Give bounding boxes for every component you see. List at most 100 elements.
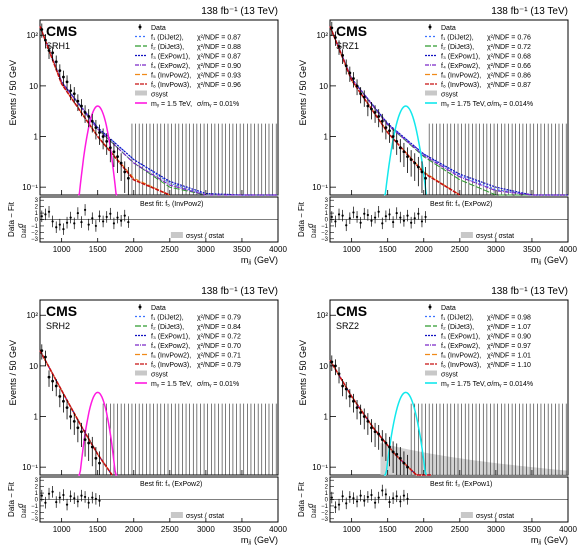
cms-label: CMS: [336, 23, 367, 39]
lumi-label: 138 fb⁻¹ (13 TeV): [491, 286, 568, 297]
ratio-tick-label: 1: [35, 491, 39, 497]
legend-chi2: χ²/NDF = 0.71: [197, 353, 241, 360]
ratio-tick-label: −1: [31, 504, 39, 510]
legend-label: f₁ (DiJet2),: [151, 35, 184, 42]
y-tick-label: 10: [29, 82, 38, 91]
lumi-label: 138 fb⁻¹ (13 TeV): [201, 6, 278, 17]
ratio-point: [352, 211, 355, 214]
fit-line: [329, 26, 568, 196]
data-point: [391, 135, 395, 138]
data-point: [112, 150, 116, 154]
legend-label: Data: [151, 305, 166, 312]
data-point: [352, 77, 355, 80]
legend-chi2: σ/mᵧ = 0.014%: [487, 101, 533, 108]
data-point: [380, 119, 384, 123]
ratio-point: [330, 496, 333, 499]
cms-label: CMS: [336, 303, 367, 319]
y-axis-label: Events / 50 GeV: [298, 340, 308, 406]
y-tick-label: 10: [319, 82, 328, 91]
lumi-label: 138 fb⁻¹ (13 TeV): [201, 286, 278, 297]
legend-label: f₆ (InvPow3),: [441, 82, 481, 89]
data-point: [337, 372, 341, 376]
ratio-point: [352, 497, 355, 500]
ratio-point: [373, 216, 377, 219]
data-point: [72, 420, 76, 423]
ratio-tick-label: 0: [325, 218, 329, 224]
legend-label: σsyst: [151, 92, 168, 99]
data-point: [80, 430, 83, 434]
signal-line: [383, 105, 427, 196]
x-tick-label: 1500: [89, 525, 107, 534]
panel-srh2: 138 fb⁻¹ (13 TeV)CMSSRH210²10110⁻¹Events…: [7, 286, 287, 545]
fit-line: [39, 26, 171, 196]
ratio-point: [363, 499, 366, 502]
ratio-point: [91, 496, 94, 499]
ratio-point: [402, 494, 406, 497]
legend-chi2: χ²/NDF = 0.90: [197, 63, 241, 70]
legend-chi2: χ²/NDF = 0.72: [197, 334, 241, 341]
legend-chi2: χ²/NDF = 0.90: [487, 334, 531, 341]
fit-line: [329, 359, 431, 476]
y-tick-label: 1: [324, 133, 329, 142]
ratio-ylabel-top: Data − Fit: [297, 201, 306, 237]
ratio-point: [47, 492, 51, 495]
data-point: [51, 379, 55, 383]
data-point: [398, 146, 402, 150]
legend-syst-swatch: [425, 370, 437, 376]
ratio-point: [76, 500, 79, 503]
x-axis-label: mⱼⱼ (GeV): [241, 255, 278, 265]
ratio-point: [62, 228, 65, 231]
legend-chi2: χ²/NDF = 0.79: [197, 315, 241, 322]
data-point: [87, 114, 91, 118]
ratio-tick-label: 1: [325, 211, 329, 217]
data-point: [47, 375, 51, 379]
x-tick-label: 1500: [379, 525, 397, 534]
x-tick-label: 1000: [343, 525, 361, 534]
legend-chi2: χ²/NDF = 1.10: [487, 362, 531, 369]
x-tick-label: 3500: [233, 525, 251, 534]
legend-chi2: χ²/NDF = 0.96: [197, 82, 241, 89]
data-point: [413, 161, 417, 165]
lumi-label: 138 fb⁻¹ (13 TeV): [491, 6, 568, 17]
x-tick-label: 2500: [451, 245, 469, 254]
data-point: [76, 99, 80, 103]
legend-chi2: σ/mᵧ = 0.01%: [197, 101, 239, 108]
ratio-point: [410, 221, 413, 224]
x-tick-label: 3000: [197, 525, 215, 534]
ratio-tick-label: 0: [325, 498, 329, 504]
x-tick-label: 2000: [415, 525, 433, 534]
ratio-tick-label: 3: [325, 198, 329, 204]
ratio-point: [399, 500, 402, 503]
legend-label: Data: [441, 25, 456, 32]
ratio-point: [51, 490, 54, 493]
ratio-point: [69, 495, 72, 498]
ratio-point: [413, 217, 416, 220]
main-frame: [39, 299, 279, 476]
legend-label: f₆ (InvPow3),: [151, 362, 191, 369]
ratio-point: [417, 212, 420, 215]
x-tick-label: 3000: [487, 245, 505, 254]
ratio-tick-label: −1: [321, 224, 329, 230]
x-tick-label: 2000: [125, 245, 143, 254]
data-point: [76, 426, 80, 430]
y-tick-label: 10²: [316, 311, 328, 320]
ratio-ylabel-sub: Data: [22, 225, 28, 238]
ratio-point: [392, 220, 395, 224]
y-tick-label: 1: [34, 413, 39, 422]
ratio-point: [123, 214, 126, 217]
legend-label: f₃ (ExPow1),: [151, 54, 190, 61]
ratio-point: [62, 493, 65, 497]
ratio-point: [105, 215, 108, 219]
ratio-tick-label: 0: [35, 218, 39, 224]
ratio-point: [424, 215, 427, 219]
region-label: SRH2: [46, 321, 70, 331]
data-point: [54, 60, 58, 64]
data-point: [370, 107, 373, 111]
legend-chi2: χ²/NDF = 0.72: [487, 44, 531, 51]
y-axis-label: Events / 50 GeV: [8, 340, 18, 406]
data-point: [123, 170, 127, 174]
y-axis-label: Events / 50 GeV: [298, 60, 308, 126]
legend-label: f₆ (InvPow3),: [441, 362, 481, 369]
data-point: [126, 176, 130, 180]
legend-label: f₆ (InvPow3),: [151, 82, 191, 89]
